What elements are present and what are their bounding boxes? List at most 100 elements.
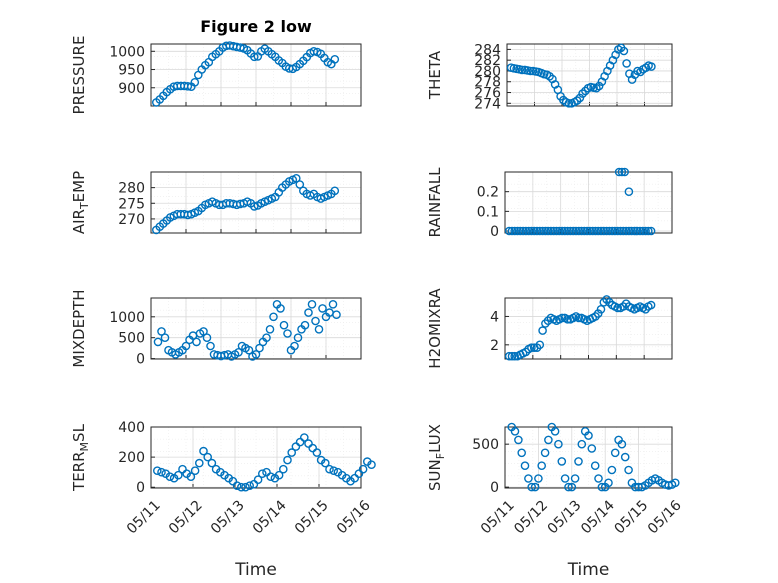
y-axis-label-part: TERR	[70, 451, 88, 492]
x-tick-label: 05/14	[578, 497, 618, 537]
data-point	[529, 226, 539, 236]
data-point	[203, 452, 212, 462]
y-tick-label: 500	[118, 331, 145, 347]
data-point	[620, 167, 630, 177]
y-tick-label: 276	[474, 86, 501, 102]
data-point	[295, 180, 305, 189]
data-point	[541, 319, 550, 328]
data-point	[644, 226, 653, 236]
data-point	[587, 444, 597, 453]
y-tick-label: 0	[136, 352, 145, 368]
data-point	[517, 448, 527, 458]
data-point	[572, 96, 582, 105]
data-point	[504, 226, 514, 236]
data-point	[293, 333, 303, 343]
y-tick-label: 0.1	[477, 204, 499, 220]
data-point	[329, 466, 339, 476]
y-axis-label: AIRTEMP	[70, 171, 91, 234]
data-point	[566, 226, 575, 236]
data-point	[269, 312, 278, 322]
panel-pressure: 900 950 1000 PRESSURE Figure 2 low	[70, 17, 362, 115]
panel-rainfall: 0 0.1 0.2 RAINFALL	[426, 167, 673, 240]
data-point	[504, 351, 514, 361]
y-axis-label-part: SL	[70, 423, 88, 442]
y-axis-label-part: RAINFALL	[426, 167, 444, 238]
data-point	[535, 226, 545, 236]
data-point	[311, 316, 320, 326]
axes-border	[504, 297, 673, 360]
data-point	[632, 226, 642, 236]
data-point	[563, 314, 572, 324]
data-point	[516, 226, 525, 236]
y-tick-label: 0	[490, 480, 499, 496]
y-axis-label-part: LUX	[426, 424, 444, 453]
panel-terr_msl: 0 200 400 TERRMSL 05/11 05/12 05/13 05/14 05/15 0…	[70, 420, 376, 580]
chart-title: Figure 2 low	[200, 17, 312, 36]
data-point	[671, 478, 680, 488]
data-point	[557, 313, 567, 323]
data-point	[622, 59, 631, 68]
data-point	[577, 226, 586, 236]
data-point	[605, 297, 614, 307]
data-point	[619, 226, 628, 236]
y-tick-label: 275	[118, 196, 145, 212]
data-point	[594, 81, 604, 91]
data-point	[314, 324, 324, 334]
data-point	[619, 46, 629, 56]
data-point	[596, 304, 606, 314]
data-point	[585, 226, 595, 236]
y-axis-label-part: H2OMIXRA	[426, 288, 444, 369]
y-axis-label: PRESSURE	[70, 36, 88, 115]
data-point	[605, 226, 614, 236]
data-point	[624, 465, 633, 475]
x-tick-label: 05/16	[645, 497, 685, 537]
y-tick-label: 1000	[109, 44, 145, 60]
panel-mixdepth: 0 500 1000 MIXDEPTH	[70, 289, 362, 368]
x-tick-label: 05/12	[166, 497, 206, 537]
x-tick-label: 05/15	[292, 497, 332, 537]
data-point	[537, 461, 547, 471]
y-tick-label: 284	[474, 42, 501, 58]
data-point	[543, 226, 553, 236]
data-point	[165, 472, 175, 482]
axes-border	[504, 426, 673, 489]
y-tick-label: 278	[474, 75, 501, 91]
data-point	[157, 327, 166, 336]
data-point	[530, 482, 540, 492]
data-point	[580, 226, 589, 236]
data-point	[630, 226, 639, 236]
y-axis-label-part: SUN	[426, 459, 444, 491]
data-point	[328, 299, 338, 309]
data-point	[232, 481, 242, 491]
data-point	[524, 474, 533, 483]
data-point	[540, 448, 550, 458]
data-point	[577, 439, 587, 449]
data-point	[262, 333, 271, 343]
data-point	[517, 65, 527, 75]
data-point	[199, 327, 208, 336]
data-point	[234, 347, 243, 357]
data-point	[546, 226, 556, 236]
data-point	[332, 310, 341, 320]
data-point	[521, 347, 531, 357]
data-point	[199, 446, 208, 456]
data-point	[173, 470, 183, 480]
x-tick-label: 05/11	[124, 497, 164, 537]
data-point	[266, 472, 276, 482]
data-point	[318, 304, 327, 313]
y-tick-label: 274	[474, 96, 501, 112]
data-point	[635, 226, 645, 236]
data-point	[647, 62, 656, 71]
data-point	[274, 470, 284, 480]
data-point	[593, 309, 603, 318]
data-point	[588, 226, 598, 236]
data-point	[249, 202, 259, 211]
data-point	[526, 66, 535, 76]
y-tick-label: 900	[118, 81, 145, 97]
data-point	[299, 433, 309, 442]
data-point	[560, 474, 570, 483]
data-point	[521, 226, 531, 236]
data-point	[257, 469, 267, 479]
x-tick-label: 05/14	[250, 497, 290, 537]
